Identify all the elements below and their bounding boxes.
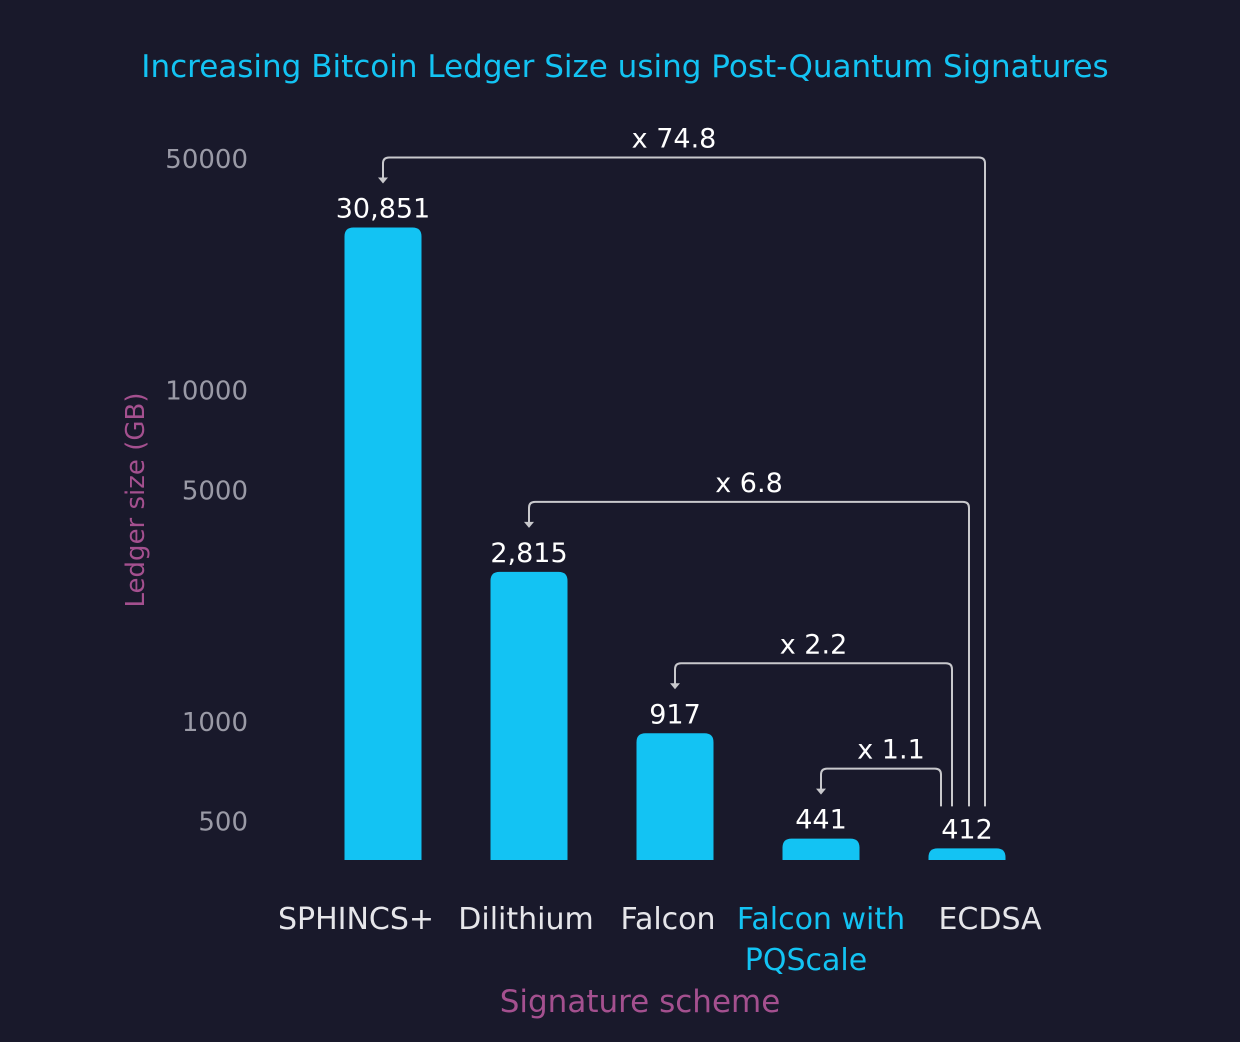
ratio-label: x 6.8 <box>715 468 783 499</box>
data-label: 412 <box>941 814 993 845</box>
y-tick-label: 1000 <box>182 708 248 738</box>
data-label: 917 <box>649 699 701 730</box>
y-tick-label: 50000 <box>165 145 248 175</box>
ratio-label: x 1.1 <box>857 735 925 766</box>
category-label: Falcon <box>620 902 715 937</box>
y-tick-label: 500 <box>198 808 248 838</box>
bar <box>636 733 714 860</box>
bracket-line <box>528 500 970 807</box>
y-axis-ticks: 500 1000 5000 10000 50000 <box>165 145 248 838</box>
bracket-line <box>820 767 942 807</box>
bracket-line <box>382 156 986 807</box>
bar <box>782 838 860 860</box>
bar <box>490 571 568 860</box>
bar <box>928 848 1006 860</box>
y-tick-label: 10000 <box>165 377 248 407</box>
y-axis-label: Ledger size (GB) <box>121 393 151 608</box>
ratio-label: x 2.2 <box>780 629 848 660</box>
arrow-down-icon <box>816 788 826 795</box>
arrow-down-icon <box>670 683 680 690</box>
category-label: SPHINCS+ <box>278 902 434 937</box>
category-label: Dilithium <box>458 902 593 937</box>
category-label: PQScale <box>745 943 867 978</box>
y-tick-label: 5000 <box>182 476 248 506</box>
data-label: 441 <box>795 805 847 836</box>
bracket-line <box>674 662 953 807</box>
x-axis-categories: SPHINCS+ Dilithium Falcon Falcon with PQScal… <box>278 902 1042 978</box>
ratio-label: x 74.8 <box>632 123 717 154</box>
arrow-down-icon <box>378 177 388 184</box>
category-label: Falcon with <box>737 902 905 937</box>
chart-title: Increasing Bitcoin Ledger Size using Pos… <box>141 49 1108 85</box>
data-label: 2,815 <box>490 538 567 569</box>
data-label: 30,851 <box>336 193 430 224</box>
category-label: ECDSA <box>938 902 1042 937</box>
bar <box>344 227 422 860</box>
arrow-down-icon <box>524 521 534 528</box>
bars: 30,851 2,815 917 441 412 <box>336 193 1006 860</box>
x-axis-label: Signature scheme <box>500 984 781 1020</box>
ratio-annotations: x 74.8 x 6.8 x 2.2 x 1.1 <box>378 123 986 807</box>
